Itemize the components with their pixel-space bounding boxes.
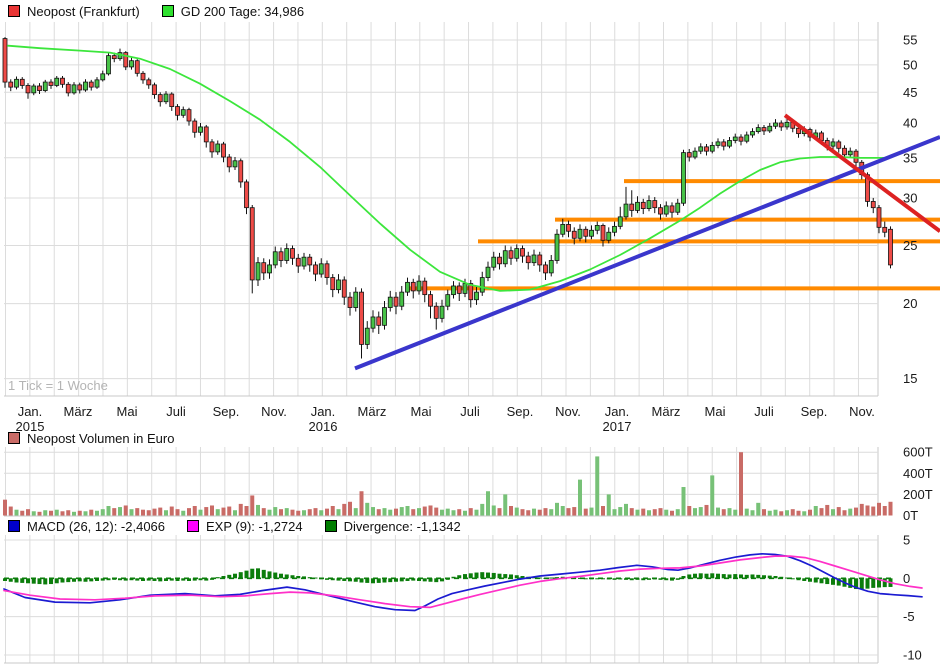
exp-label: EXP (9): -1,2724 xyxy=(206,518,303,534)
tick-interval-note: 1 Tick = 1 Woche xyxy=(8,378,108,393)
svg-text:Juli: Juli xyxy=(754,404,774,419)
svg-text:Nov.: Nov. xyxy=(555,404,581,419)
svg-text:Juli: Juli xyxy=(166,404,186,419)
volume-axis-labels: 600T 400T 200T 0T xyxy=(903,445,933,523)
svg-text:2017: 2017 xyxy=(603,419,632,434)
ma-series-swatch-icon xyxy=(161,5,174,17)
svg-text:Sep.: Sep. xyxy=(507,404,534,419)
macd-legend: MACD (26, 12): -2,4066 EXP (9): -1,2724 … xyxy=(8,518,483,534)
exp-swatch-icon xyxy=(187,520,200,532)
svg-text:30: 30 xyxy=(903,190,917,205)
support-resistance-lines xyxy=(408,179,940,291)
svg-text:Sep.: Sep. xyxy=(213,404,240,419)
svg-text:55: 55 xyxy=(903,33,917,48)
svg-text:25: 25 xyxy=(903,238,917,253)
ma-series-legend-item: GD 200 Tage: 34,986 xyxy=(161,3,305,19)
svg-text:600T: 600T xyxy=(903,445,933,460)
svg-text:200T: 200T xyxy=(903,487,933,502)
svg-text:20: 20 xyxy=(903,296,917,311)
svg-text:Nov.: Nov. xyxy=(849,404,875,419)
svg-text:Jan.: Jan. xyxy=(605,404,630,419)
macd-line xyxy=(3,552,923,612)
svg-text:50: 50 xyxy=(903,57,917,72)
svg-text:März: März xyxy=(652,404,681,419)
gridlines xyxy=(4,22,879,664)
svg-text:März: März xyxy=(358,404,387,419)
svg-text:35: 35 xyxy=(903,150,917,165)
svg-text:0: 0 xyxy=(903,571,910,586)
volume-bars xyxy=(3,452,893,516)
svg-text:15: 15 xyxy=(903,371,917,386)
macd-label: MACD (26, 12): -2,4066 xyxy=(27,518,166,534)
price-series-swatch-icon xyxy=(8,5,20,17)
svg-text:Jan.: Jan. xyxy=(18,404,43,419)
divergence-swatch-icon xyxy=(324,520,337,532)
divergence-legend-item: Divergence: -1,1342 xyxy=(324,518,461,534)
candlestick-series xyxy=(2,37,893,359)
svg-text:Jan.: Jan. xyxy=(311,404,336,419)
macd-legend-item: MACD (26, 12): -2,4066 xyxy=(8,519,165,534)
macd-axis-labels: 5 0 -5 -10 xyxy=(903,532,922,662)
svg-text:2016: 2016 xyxy=(309,419,338,434)
price-chart-legend: Neopost (Frankfurt) GD 200 Tage: 34,986 xyxy=(8,3,326,19)
svg-text:Nov.: Nov. xyxy=(261,404,287,419)
exp-signal-line xyxy=(3,555,923,609)
price-series-legend-item: Neopost (Frankfurt) xyxy=(8,4,140,19)
price-axis-labels: 55 50 45 40 35 30 25 20 15 xyxy=(903,33,917,387)
svg-text:-10: -10 xyxy=(903,647,922,662)
svg-text:400T: 400T xyxy=(903,466,933,481)
volume-swatch-icon xyxy=(8,432,20,444)
svg-text:-5: -5 xyxy=(903,609,915,624)
trendlines xyxy=(354,113,940,371)
price-series-label: Neopost (Frankfurt) xyxy=(27,3,140,19)
divergence-label: Divergence: -1,1342 xyxy=(343,518,461,534)
gd200-ma-line xyxy=(7,44,889,292)
svg-text:Mai: Mai xyxy=(705,404,726,419)
volume-label: Neopost Volumen in Euro xyxy=(27,430,175,446)
svg-text:Sep.: Sep. xyxy=(801,404,828,419)
svg-text:40: 40 xyxy=(903,115,917,130)
svg-text:2015: 2015 xyxy=(16,419,45,434)
svg-text:5: 5 xyxy=(903,532,910,547)
svg-text:Juli: Juli xyxy=(460,404,480,419)
volume-legend: Neopost Volumen in Euro xyxy=(8,431,196,446)
svg-text:45: 45 xyxy=(903,85,917,100)
macd-swatch-icon xyxy=(8,520,20,532)
svg-text:Mai: Mai xyxy=(411,404,432,419)
svg-text:0T: 0T xyxy=(903,508,918,523)
exp-legend-item: EXP (9): -1,2724 xyxy=(187,519,303,534)
ma-series-label: GD 200 Tage: 34,986 xyxy=(180,3,305,19)
svg-text:März: März xyxy=(64,404,93,419)
divergence-histogram xyxy=(3,568,893,590)
svg-text:Mai: Mai xyxy=(117,404,138,419)
volume-legend-item: Neopost Volumen in Euro xyxy=(8,431,174,446)
